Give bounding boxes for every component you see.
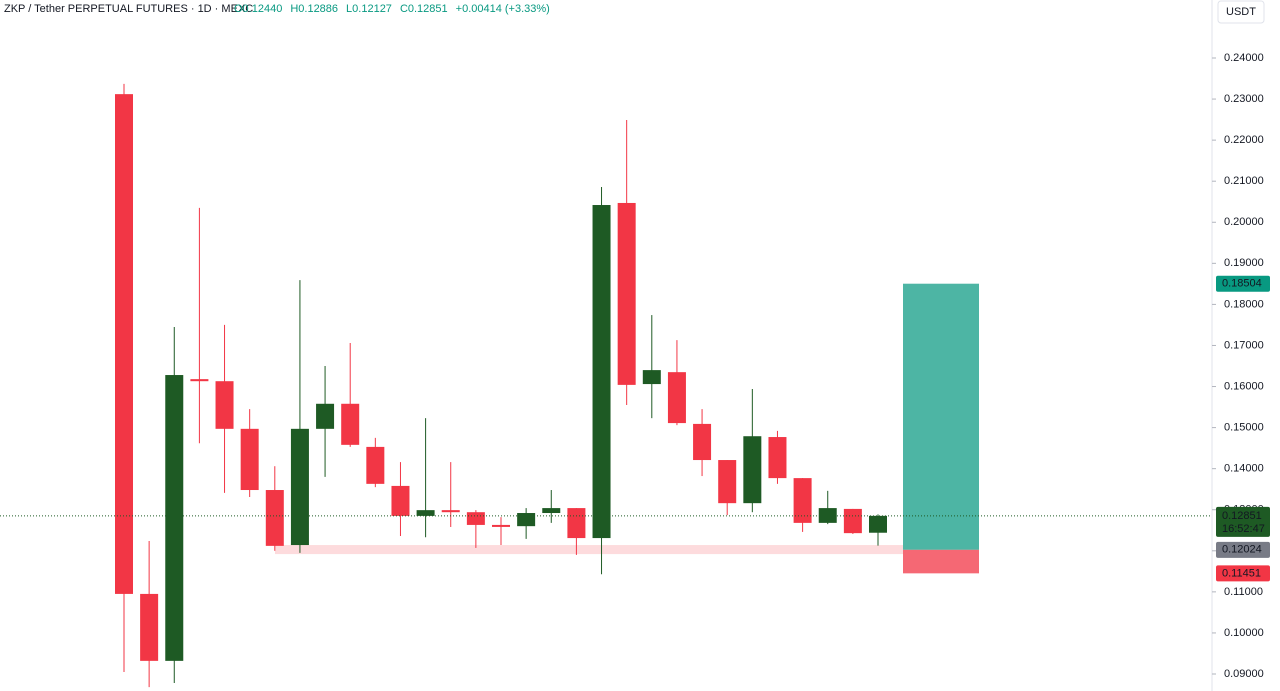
y-tick-label: 0.15000 — [1224, 422, 1264, 434]
y-tick-label: 0.17000 — [1224, 339, 1264, 351]
candle-body — [290, 428, 309, 546]
candle-body — [667, 372, 686, 424]
current-price-label: 0.12851 — [1222, 510, 1262, 522]
price-axis: 0.090000.100000.110000.120000.130000.140… — [1212, 52, 1270, 680]
ohlc-value: C0.12851 — [400, 3, 448, 15]
candle-body — [718, 460, 737, 504]
entry-tag — [1216, 541, 1270, 558]
candle-body — [843, 508, 862, 534]
target-zone — [903, 283, 979, 550]
candle-body — [265, 490, 284, 546]
y-tick-label: 0.23000 — [1224, 93, 1264, 105]
target-tag — [1216, 275, 1270, 292]
y-tick-label: 0.14000 — [1224, 463, 1264, 475]
candle-body — [316, 403, 335, 429]
candle-body — [517, 513, 536, 527]
candle-body — [215, 381, 234, 429]
y-tick-label: 0.19000 — [1224, 257, 1264, 269]
candle-body — [743, 436, 762, 504]
ohlc-value: H0.12886 — [290, 3, 338, 15]
plot — [0, 83, 1212, 688]
candle-body — [366, 446, 385, 484]
candle-body — [341, 403, 360, 445]
candle-body — [190, 379, 209, 382]
current-price-tag — [1216, 506, 1270, 537]
candle-body — [466, 512, 485, 525]
y-tick-label: 0.10000 — [1224, 627, 1264, 639]
candle-body — [567, 508, 586, 539]
support-zone — [275, 545, 903, 555]
candle-body — [617, 202, 636, 385]
candle-body — [416, 510, 435, 516]
candle-body — [115, 94, 133, 594]
y-tick-label: 0.20000 — [1224, 216, 1264, 228]
y-tick-label: 0.16000 — [1224, 380, 1264, 392]
candle-body — [165, 375, 184, 661]
countdown: 16:52:47 — [1222, 523, 1265, 535]
candle-body — [391, 485, 410, 516]
stop-zone — [903, 549, 979, 574]
stop-tag — [1216, 565, 1270, 582]
entry-label: 0.12024 — [1222, 544, 1262, 556]
y-tick-label: 0.22000 — [1224, 134, 1264, 146]
y-tick-label: 0.18000 — [1224, 298, 1264, 310]
ohlc-value: L0.12127 — [346, 3, 392, 15]
candle-body — [492, 524, 510, 527]
candle-body — [140, 593, 159, 661]
candle-body — [818, 508, 837, 523]
candle-body — [592, 205, 611, 539]
candle-body — [793, 478, 812, 523]
candle-body — [693, 423, 712, 461]
y-tick-label: 0.21000 — [1224, 175, 1264, 187]
chart-title: ZKP / Tether PERPETUAL FUTURES · 1D · ME… — [4, 3, 253, 15]
candle-body — [869, 515, 887, 533]
change: +0.00414 (+3.33%) — [456, 3, 550, 15]
candle-body — [441, 510, 460, 513]
ohlc-header: O0.12440 H0.12886 L0.12127 C0.12851 +0.00414… — [234, 3, 550, 15]
candle-body — [542, 508, 561, 514]
y-tick-label: 0.24000 — [1224, 52, 1264, 64]
candle-body — [768, 437, 787, 479]
y-tick-label: 0.09000 — [1224, 668, 1264, 680]
currency[interactable]: USDT — [1226, 6, 1256, 18]
target-label: 0.18504 — [1222, 278, 1262, 290]
candle-body — [240, 428, 259, 491]
candle-body — [642, 370, 661, 385]
stop-label: 0.11451 — [1222, 567, 1261, 579]
currency-box[interactable] — [1217, 0, 1265, 24]
y-tick-label: 0.11000 — [1224, 586, 1263, 598]
ohlc-value: O0.12440 — [234, 3, 282, 15]
